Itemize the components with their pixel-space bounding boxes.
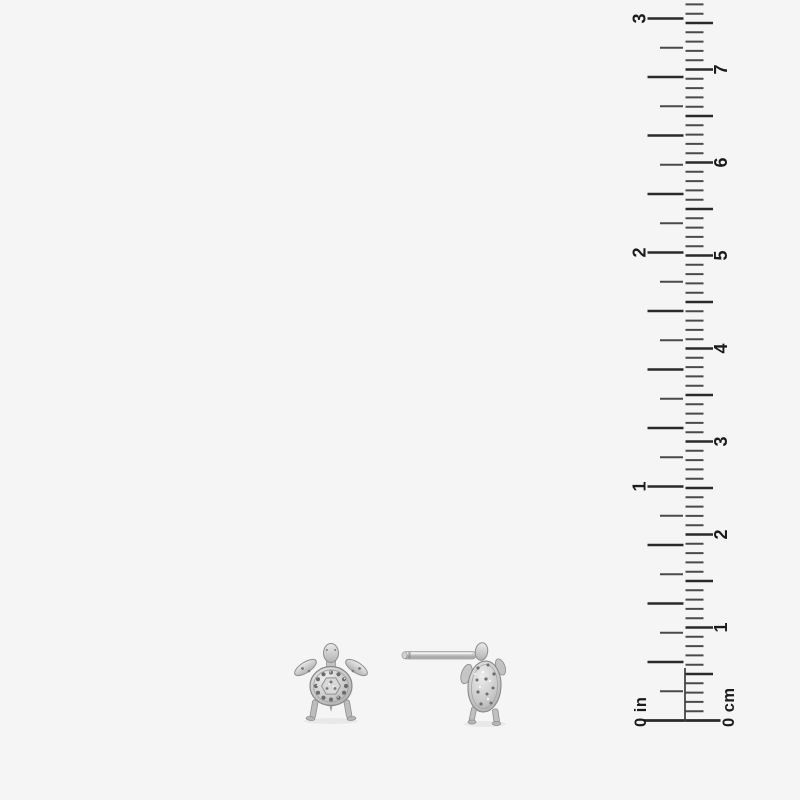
turtle-foot [467, 719, 477, 725]
cm-number: 6 [711, 157, 731, 167]
cm-number: 1 [711, 622, 731, 632]
ruler: 1 2 3 1 2 3 4 5 6 7 0 in 0 cm [629, 3, 738, 727]
shell-side-sparkle [474, 670, 492, 701]
turtle-earring-front [294, 643, 368, 724]
turtle-eye [334, 648, 337, 652]
cm-number: 3 [711, 436, 731, 446]
turtle-shell-side-rim [471, 664, 498, 709]
shell-center-plate [320, 677, 342, 695]
flipper-bead [358, 667, 361, 670]
earring-shadow [304, 718, 358, 724]
ruler-cm-numbers: 1 2 3 4 5 6 7 [711, 64, 731, 632]
flipper-bead [301, 667, 304, 670]
cm-number: 7 [711, 64, 731, 74]
ruler-ticks [643, 3, 721, 722]
post-tip [401, 651, 408, 659]
turtle-back-leg-right [343, 699, 353, 719]
ruler-zero-cm-label: 0 cm [720, 687, 738, 727]
inch-number: 2 [629, 247, 649, 257]
earring-post [402, 651, 477, 660]
inch-number: 3 [629, 13, 649, 23]
cm-number: 2 [711, 529, 731, 539]
shell-side-beads [475, 663, 496, 706]
shell-bead-sparkle [316, 671, 346, 698]
inch-number: 1 [629, 481, 649, 491]
cm-number: 4 [711, 343, 731, 353]
turtle-foot [491, 721, 502, 726]
turtle-head-side [474, 642, 489, 661]
ruler-zero-inch-label: 0 in [632, 697, 650, 727]
turtle-eye [325, 648, 328, 652]
ruler-inch-numbers: 1 2 3 [629, 13, 649, 491]
turtle-foot [346, 716, 357, 721]
flipper-bead [307, 669, 311, 673]
turtle-head [323, 643, 339, 663]
turtle-foot [305, 716, 316, 721]
turtle-shell-rim [313, 669, 349, 703]
cm-number: 5 [711, 250, 731, 260]
turtle-earring-side [401, 642, 507, 727]
shell-center-beads [325, 680, 337, 690]
turtle-back-leg-left [309, 699, 319, 719]
flipper-bead [351, 669, 355, 673]
